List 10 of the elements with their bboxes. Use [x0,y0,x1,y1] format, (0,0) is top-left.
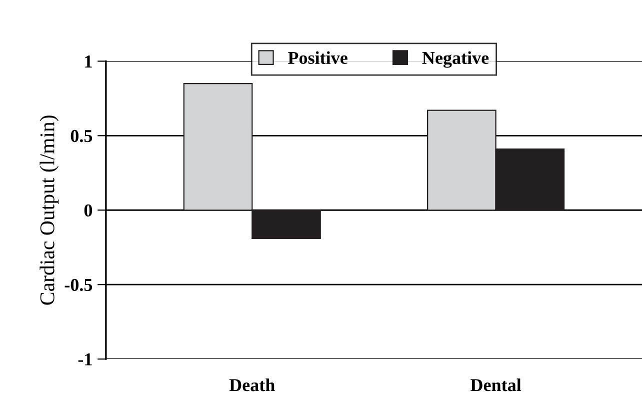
legend-label: Negative [422,51,489,68]
y-tick-label: -1 [78,353,92,366]
x-tick-label: Death [229,378,275,392]
x-tick-label: Dental [470,378,522,392]
y-axis-title: Cardiac Output (l/min) [40,116,59,305]
y-tick-label: 1 [85,56,92,68]
y-tick-label: 0.5 [70,130,92,142]
y-tick-label: -0.5 [64,278,92,292]
y-tick-label: 0 [84,204,92,217]
legend-label: Positive [288,51,348,64]
